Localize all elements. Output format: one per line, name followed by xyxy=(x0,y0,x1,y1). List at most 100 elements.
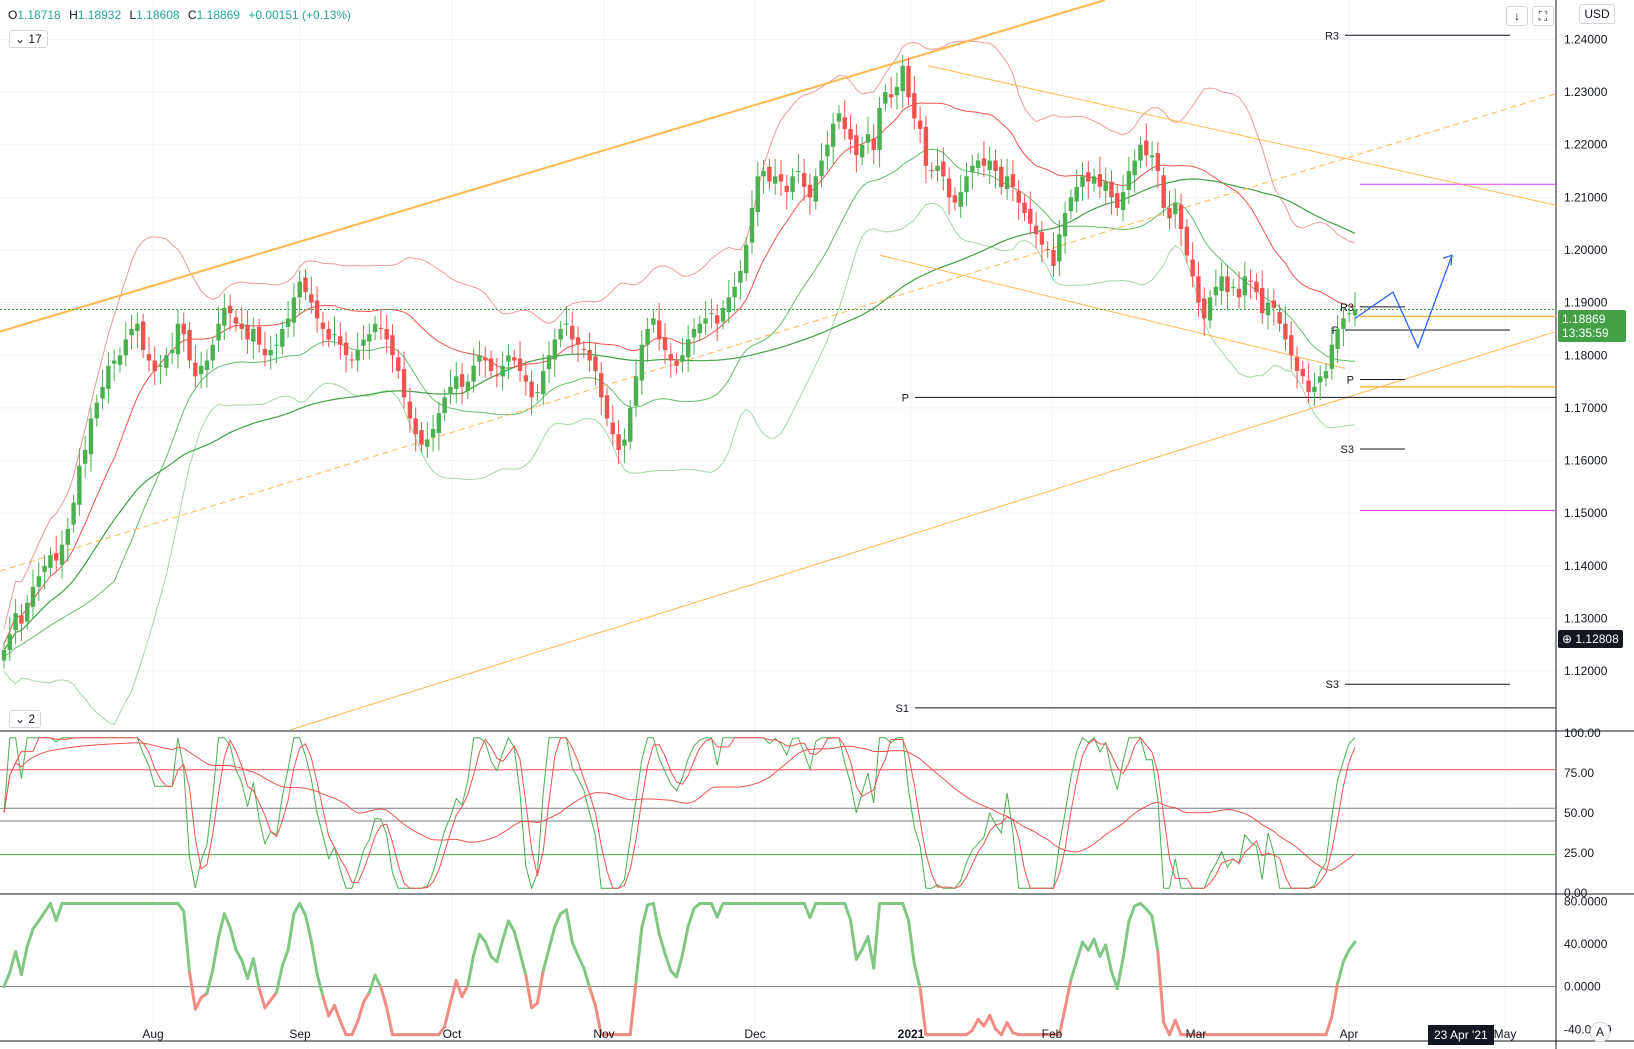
candle-body xyxy=(407,401,413,419)
candle-body xyxy=(343,342,349,356)
candle-body xyxy=(1074,186,1079,202)
candle-body xyxy=(1213,286,1219,296)
candle-body xyxy=(384,328,389,340)
candle-body xyxy=(1086,172,1091,182)
candle-body xyxy=(633,376,639,406)
trend-line xyxy=(289,331,1557,731)
candle-body xyxy=(187,330,192,361)
candle-body xyxy=(523,375,529,382)
time-tick-label: Oct xyxy=(443,1027,462,1041)
candle-body xyxy=(714,315,720,324)
osc-segment xyxy=(333,1003,342,1023)
osc-segment xyxy=(48,901,58,922)
candle-body xyxy=(390,335,395,356)
candle-body xyxy=(465,381,471,392)
candle-body xyxy=(1294,357,1300,372)
oscillator-pane[interactable] xyxy=(0,901,1556,1037)
osc-segment xyxy=(501,919,510,942)
candle-body xyxy=(59,544,65,565)
osc-segment xyxy=(854,947,864,961)
candle-body xyxy=(888,94,894,98)
main-pane-collapse-button[interactable]: ⌄ 17 xyxy=(9,30,48,48)
candle-body xyxy=(448,386,453,394)
osc-segment xyxy=(1336,960,1345,985)
candle-body xyxy=(604,395,610,419)
stochastic-pane[interactable] xyxy=(0,736,1556,890)
fullscreen-button[interactable]: ⛶ xyxy=(1532,6,1554,26)
projection-arrowhead xyxy=(1442,254,1453,266)
osc-segment xyxy=(437,1025,447,1037)
osc-segment xyxy=(907,918,916,966)
candle-body xyxy=(82,450,88,464)
candle-body xyxy=(1260,287,1265,314)
candle-body xyxy=(471,365,476,382)
osc-segment xyxy=(918,986,928,1037)
time-axis[interactable]: Aug Sep Oct Nov Dec 2021 Feb Mar Apr May xyxy=(142,1027,1516,1041)
price-tick-label: 1.23000 xyxy=(1564,85,1608,99)
trend-line xyxy=(0,0,1106,333)
candle-body xyxy=(53,553,59,561)
osc-segment xyxy=(657,932,667,956)
candle-body xyxy=(430,428,436,438)
candle-body xyxy=(662,337,668,350)
candle-body xyxy=(581,348,587,350)
time-tick-label: May xyxy=(1494,1027,1517,1041)
candle-body xyxy=(691,328,697,338)
candle-body xyxy=(135,323,140,332)
trend-line xyxy=(879,254,1346,369)
candle-body xyxy=(210,344,215,361)
candle-body xyxy=(593,356,598,372)
candle-body xyxy=(349,359,355,361)
osc-segment xyxy=(1162,1021,1171,1037)
open-value: 1.18718 xyxy=(17,8,61,22)
candle-body xyxy=(1057,234,1062,262)
osc-segment xyxy=(970,1017,980,1032)
candle-body xyxy=(1196,276,1201,303)
osc-segment xyxy=(999,1021,1009,1037)
candle-body xyxy=(367,334,372,342)
candle-body xyxy=(1190,259,1195,277)
osc-segment xyxy=(182,909,192,974)
pivot-label: S1 xyxy=(896,703,909,715)
auto-scale-button[interactable]: A xyxy=(1590,1022,1610,1042)
osc-segment xyxy=(176,901,186,913)
osc-segment xyxy=(1086,937,1096,952)
candle-body xyxy=(772,176,778,184)
osc-segment xyxy=(234,948,244,962)
crosshair-price-tag: ⊕ 1.12808 xyxy=(1558,630,1623,648)
stoch-pane-collapse-button[interactable]: ⌄ 2 xyxy=(9,710,42,728)
candle-body xyxy=(657,320,662,340)
currency-button[interactable]: USD xyxy=(1579,4,1615,24)
time-tick-label: Dec xyxy=(744,1027,765,1041)
trend-line xyxy=(0,93,1557,572)
osc-segment xyxy=(582,966,592,990)
price-tick-label: 1.16000 xyxy=(1564,454,1608,468)
candle-body xyxy=(964,176,969,193)
osc-segment xyxy=(675,953,684,979)
osc-segment xyxy=(31,919,41,931)
candle-body xyxy=(303,277,308,293)
high-value: 1.18932 xyxy=(77,8,122,22)
candle-body xyxy=(906,65,911,98)
candle-body xyxy=(570,325,575,340)
osc-segment xyxy=(460,983,470,999)
osc-segment xyxy=(361,990,371,1005)
osc-segment xyxy=(518,951,528,978)
candle-body xyxy=(946,178,952,198)
candle-body xyxy=(1109,181,1114,198)
candle-body xyxy=(1149,155,1155,158)
candle-body xyxy=(320,322,326,329)
osc-segment xyxy=(1347,940,1357,952)
osc-segment xyxy=(483,940,493,958)
scroll-down-button[interactable]: ↓ xyxy=(1506,6,1528,26)
candle-body xyxy=(1178,204,1184,229)
candle-body xyxy=(709,313,714,315)
price-axis[interactable]: 1.24000 1.23000 1.22000 1.21000 1.20000 1.190… xyxy=(1564,32,1612,1036)
candle-body xyxy=(24,602,30,622)
candle-body xyxy=(175,323,181,355)
osc-segment xyxy=(385,1005,394,1037)
candle-body xyxy=(1010,174,1016,187)
moving-average-line xyxy=(3,178,1356,651)
